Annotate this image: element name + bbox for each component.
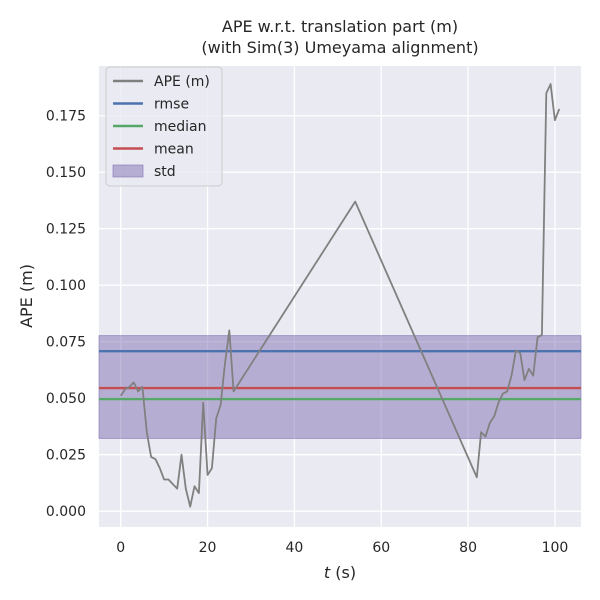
ape-series-line	[119, 83, 561, 508]
y-tick-label: 0.125	[46, 222, 86, 238]
x-tick-label: 0	[116, 540, 125, 556]
x-axis-label: t (s)	[324, 563, 356, 582]
legend-label: rmse	[154, 97, 189, 113]
y-axis-label: APE (m)	[17, 264, 36, 328]
y-tick-label: 0.150	[46, 165, 86, 181]
y-tick-label: 0.075	[46, 335, 86, 351]
x-axis-label-unit: (s)	[330, 563, 356, 582]
legend-label: median	[154, 119, 206, 135]
y-tick-label: 0.050	[46, 391, 86, 407]
legend-label: APE (m)	[154, 74, 210, 90]
x-tick-label: 80	[459, 540, 477, 556]
legend-box	[105, 66, 223, 187]
y-tick-label: 0.025	[46, 448, 86, 464]
legend-label: mean	[154, 142, 194, 158]
series-group	[119, 83, 561, 508]
legend-swatch-std	[112, 164, 144, 178]
x-tick-label: 20	[199, 540, 217, 556]
y-tick-labels: 0.000 0.025 0.050 0.075 0.100 0.125 0.150 0.175	[46, 109, 86, 520]
x-tick-label: 40	[285, 540, 303, 556]
y-tick-label: 0.100	[46, 278, 86, 294]
legend: APE (m) rmse median mean std	[105, 66, 223, 187]
chart-title-line1: APE w.r.t. translation part (m)	[222, 17, 458, 36]
x-tick-label: 60	[372, 540, 390, 556]
y-tick-label: 0.000	[46, 504, 86, 520]
chart-title-line2: (with Sim(3) Umeyama alignment)	[201, 38, 478, 57]
x-tick-label: 100	[542, 540, 569, 556]
legend-label: std	[154, 164, 176, 180]
x-tick-labels: 0 20 40 60 80 100	[116, 540, 568, 556]
y-tick-label: 0.175	[46, 109, 86, 125]
x-axis-label-var: t	[324, 563, 331, 582]
